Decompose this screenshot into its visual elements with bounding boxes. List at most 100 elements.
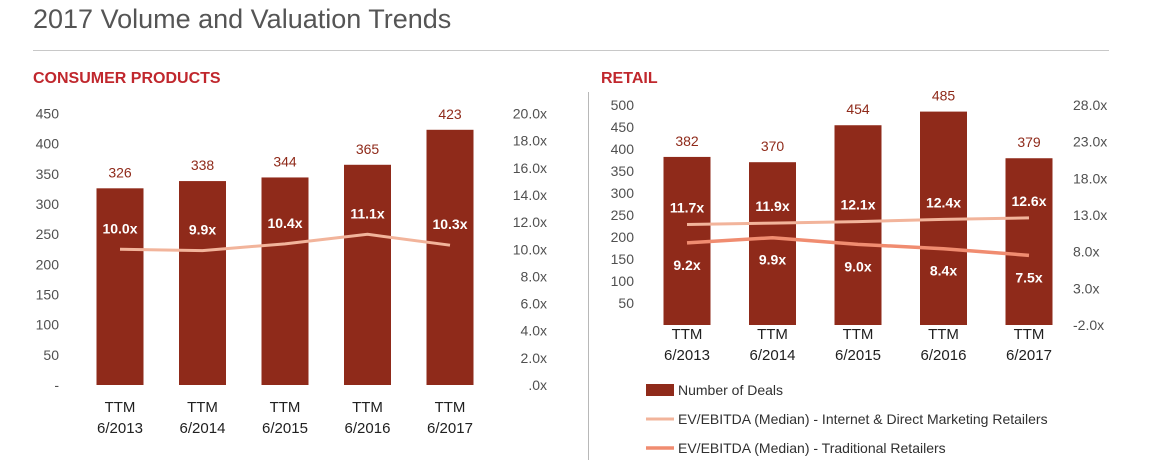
secondary-y-axis-tick-label: 4.0x <box>521 323 547 339</box>
line-data-label-traditional: 9.2x <box>673 257 700 273</box>
line-data-label: 10.4x <box>267 215 302 231</box>
line-data-label-internet: 11.7x <box>670 200 704 216</box>
line-data-label: 10.0x <box>102 220 137 236</box>
line-traditional-retailers <box>686 235 1030 258</box>
x-axis-tick-label: TTM <box>435 399 466 416</box>
y-axis-tick-label: 300 <box>36 196 60 212</box>
x-axis-tick-label: 6/2016 <box>345 420 391 437</box>
y-axis-tick-label: 450 <box>36 106 60 122</box>
y-axis-tick-label: 400 <box>36 136 60 152</box>
page-title: 2017 Volume and Valuation Trends <box>33 4 452 34</box>
secondary-y-axis-tick-label: 3.0x <box>1073 280 1099 296</box>
x-axis-tick-label: TTM <box>928 326 959 343</box>
x-axis-tick-label: 6/2016 <box>921 347 967 364</box>
secondary-y-axis-tick-label: 18.0x <box>1073 170 1107 186</box>
bar-data-label: 382 <box>675 133 699 149</box>
line-internet-retailers <box>686 216 1030 227</box>
bar-number-of-deals <box>426 129 474 385</box>
y-axis-tick-label: 450 <box>611 119 635 135</box>
line-data-label-traditional: 9.9x <box>759 252 786 268</box>
secondary-y-axis-tick-label: 12.0x <box>513 214 547 230</box>
x-axis-tick-label: TTM <box>270 399 301 416</box>
bar-number-of-deals <box>261 177 309 385</box>
x-axis-tick-label: TTM <box>105 399 136 416</box>
secondary-y-axis-tick-label: 16.0x <box>513 160 547 176</box>
line-ev-ebitda <box>119 232 451 253</box>
line-data-label-traditional: 8.4x <box>930 263 957 279</box>
bar-number-of-deals <box>834 125 882 326</box>
y-axis-tick-label: 100 <box>36 317 60 333</box>
consumer-products-chart-title: CONSUMER PRODUCTS <box>33 70 221 87</box>
secondary-y-axis-tick-label: 6.0x <box>521 296 547 312</box>
y-axis-tick-label: - <box>54 377 59 393</box>
bar-data-label: 344 <box>273 153 297 169</box>
bar-number-of-deals <box>1005 158 1053 325</box>
secondary-y-axis-tick-label: 13.0x <box>1073 207 1107 223</box>
bar-number-of-deals <box>749 162 796 325</box>
y-axis-tick-label: 400 <box>611 141 635 157</box>
bar-data-label: 485 <box>932 88 956 104</box>
y-axis-tick-label: 250 <box>36 226 60 242</box>
x-axis-tick-label: TTM <box>1014 326 1045 343</box>
bar-data-label: 370 <box>761 138 785 154</box>
consumer-products-chart: 450 400 350 300 250 200 150 100 50 - 20.0x 18.0x 16.… <box>36 106 547 438</box>
y-axis-tick-label: 50 <box>618 295 634 311</box>
y-axis-tick-label: 350 <box>36 166 60 182</box>
x-axis-tick-label: 6/2014 <box>180 420 226 437</box>
line-data-label-internet: 12.4x <box>926 194 961 210</box>
x-axis-tick-label: TTM <box>672 326 703 343</box>
bar-data-label: 454 <box>846 101 870 117</box>
line-data-label-internet: 11.9x <box>755 198 789 214</box>
x-axis-tick-label: 6/2013 <box>664 347 710 364</box>
line-data-label-internet: 12.6x <box>1011 193 1046 209</box>
x-axis-tick-label: 6/2014 <box>750 347 796 364</box>
x-axis-tick-label: 6/2017 <box>427 420 473 437</box>
legend-label: EV/EBITDA (Median) - Internet & Direct M… <box>678 411 1048 427</box>
secondary-y-axis-tick-label: 28.0x <box>1073 97 1107 113</box>
bar-data-label: 338 <box>191 157 215 173</box>
x-axis-tick-label: TTM <box>757 326 788 343</box>
title-divider <box>33 50 1109 51</box>
y-axis-tick-label: 150 <box>36 287 60 303</box>
line-data-label-internet: 12.1x <box>840 197 875 213</box>
secondary-y-axis-tick-label: 23.0x <box>1073 134 1107 150</box>
legend-label: Number of Deals <box>678 382 783 398</box>
secondary-y-axis-tick-label: 10.0x <box>513 241 547 257</box>
y-axis-tick-label: 200 <box>611 229 635 245</box>
line-data-label: 11.1x <box>350 205 384 221</box>
legend-label: EV/EBITDA (Median) - Traditional Retaile… <box>678 440 946 456</box>
panel-divider <box>588 92 589 460</box>
bar-data-label: 365 <box>356 141 380 157</box>
y-axis-tick-label: 100 <box>611 273 635 289</box>
secondary-y-axis-tick-label: 2.0x <box>521 350 547 366</box>
secondary-y-axis-tick-label: 14.0x <box>513 187 547 203</box>
y-axis-tick-label: 350 <box>611 163 635 179</box>
y-axis-tick-label: 200 <box>36 256 60 272</box>
x-axis-tick-label: TTM <box>843 326 874 343</box>
y-axis-tick-label: 500 <box>611 97 635 113</box>
secondary-y-axis-tick-label: 8.0x <box>521 268 547 284</box>
bar-data-label: 326 <box>108 164 132 180</box>
y-axis-tick-label: 250 <box>611 207 635 223</box>
y-axis-tick-label: 50 <box>43 347 59 363</box>
secondary-y-axis-tick-label: 18.0x <box>513 133 547 149</box>
line-data-label-traditional: 9.0x <box>844 258 871 274</box>
legend-swatch-number-of-deals <box>646 384 674 396</box>
x-axis-tick-label: 6/2017 <box>1006 347 1052 364</box>
bar-data-label: 423 <box>438 106 462 122</box>
line-data-label: 10.3x <box>432 216 467 232</box>
secondary-y-axis-tick-label: -2.0x <box>1073 317 1104 333</box>
bar-data-label: 379 <box>1017 134 1041 150</box>
x-axis-tick-label: 6/2015 <box>262 420 308 437</box>
x-axis-tick-label: TTM <box>352 399 383 416</box>
secondary-y-axis-tick-label: 20.0x <box>513 106 547 122</box>
bar-number-of-deals <box>179 181 226 385</box>
secondary-y-axis-tick-label: .0x <box>528 377 547 393</box>
bar-number-of-deals <box>344 164 391 385</box>
y-axis-tick-label: 300 <box>611 185 635 201</box>
y-axis-tick-label: 150 <box>611 251 635 267</box>
x-axis-tick-label: 6/2015 <box>835 347 881 364</box>
secondary-y-axis-tick-label: 8.0x <box>1073 244 1099 260</box>
x-axis-tick-label: 6/2013 <box>97 420 143 437</box>
